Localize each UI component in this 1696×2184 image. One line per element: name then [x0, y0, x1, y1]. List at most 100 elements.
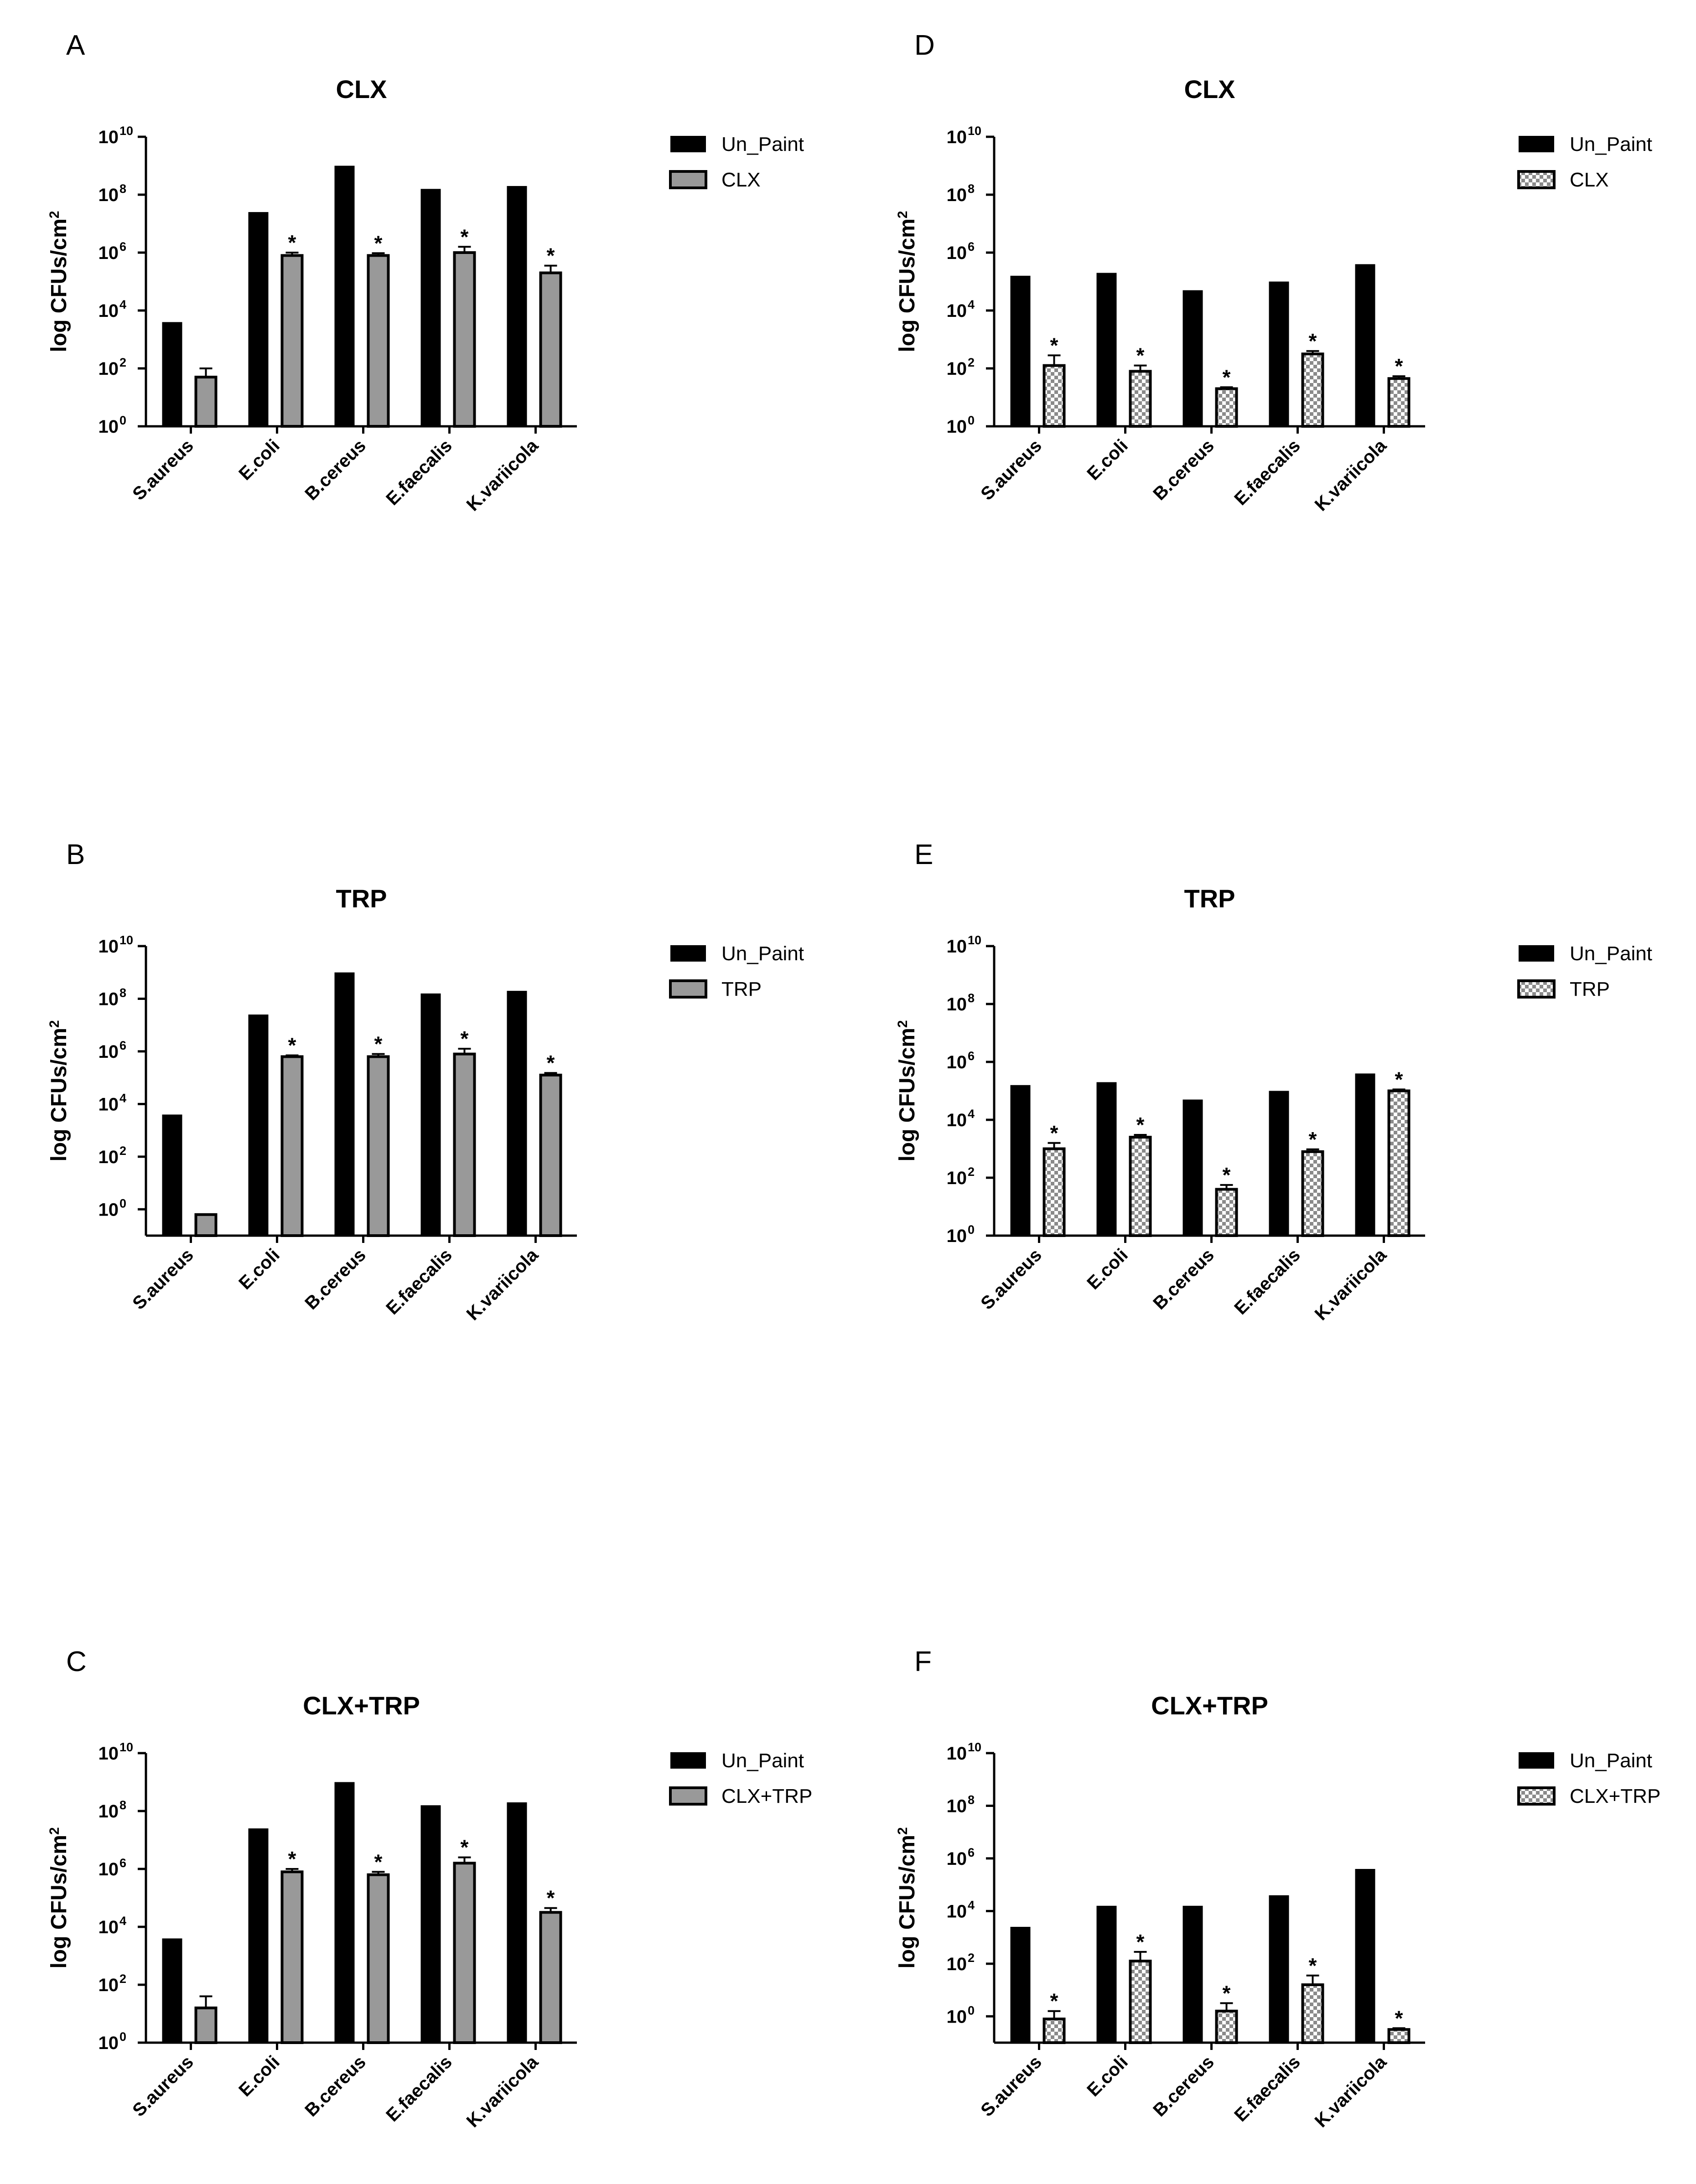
chart-title: CLX: [1184, 75, 1235, 104]
y-tick-exponent: 8: [968, 182, 975, 196]
bar-clx-trp-k-variicola: [539, 1911, 562, 2044]
bar-un-paint-e-faecalis: [420, 993, 441, 1236]
y-tick-label: 10: [99, 937, 119, 957]
category-label-e-coli: E.coli: [1083, 435, 1132, 484]
y-tick-exponent: 4: [119, 298, 126, 311]
legend-swatch-un-paint: [1519, 136, 1554, 152]
bar-trp-k-variicola: [1387, 1089, 1411, 1237]
bar-un-paint-s-aureus: [1010, 275, 1031, 426]
significance-marker: *: [288, 1847, 296, 1871]
significance-marker: *: [1050, 1989, 1058, 2013]
bar-un-paint-e-coli: [1096, 273, 1117, 426]
category-label-b-cereus: B.cereus: [301, 2052, 370, 2121]
bar-clx-trp-e-coli: [1129, 1960, 1152, 2044]
y-tick-label: 10: [99, 1200, 119, 1220]
y-tick-label: 10: [947, 417, 967, 437]
legend-swatch-un-paint: [670, 945, 706, 962]
panel-letter: A: [66, 30, 85, 61]
bar-clx-trp-e-coli: [280, 1870, 304, 2044]
chart-title: CLX+TRP: [303, 1691, 420, 1720]
category-label-e-faecalis: E.faecalis: [382, 1245, 456, 1319]
category-label-e-coli: E.coli: [235, 435, 284, 484]
bar-un-paint-e-coli: [1096, 1905, 1117, 2043]
y-tick-label: 10: [947, 127, 967, 147]
y-tick-exponent: 6: [119, 1039, 126, 1052]
significance-marker: *: [547, 1886, 555, 1910]
y-tick-exponent: 4: [968, 1898, 975, 1912]
bar-clx-e-coli: [280, 254, 304, 428]
y-tick-label: 10: [99, 1917, 119, 1937]
bar-trp-e-coli: [1129, 1136, 1152, 1237]
category-label-s-aureus: S.aureus: [977, 1245, 1046, 1314]
significance-marker: *: [1136, 344, 1145, 367]
significance-marker: *: [1309, 1128, 1317, 1151]
y-tick-label: 10: [99, 1094, 119, 1114]
legend-label-trp: TRP: [1570, 978, 1610, 1000]
significance-marker: *: [1223, 365, 1231, 389]
bar-un-paint-b-cereus: [1183, 1905, 1203, 2043]
category-label-e-coli: E.coli: [235, 1245, 284, 1294]
bar-clx-trp-b-cereus: [367, 1873, 390, 2044]
y-tick-label: 10: [99, 2033, 119, 2053]
legend-swatch-un-paint: [1519, 945, 1554, 962]
category-label-e-coli: E.coli: [1083, 1245, 1132, 1294]
bar-un-paint-k-variicola: [1355, 1869, 1375, 2043]
y-tick-label: 10: [947, 1168, 967, 1188]
y-tick-exponent: 4: [119, 1091, 126, 1105]
y-tick-label: 10: [947, 1110, 967, 1130]
legend-label-un-paint: Un_Paint: [1570, 942, 1652, 965]
bar-un-paint-e-faecalis: [420, 189, 441, 426]
y-tick-exponent: 2: [968, 1165, 975, 1179]
y-axis-label: log CFUs/cm2: [895, 1020, 920, 1161]
category-label-s-aureus: S.aureus: [129, 435, 197, 504]
y-axis-label: log CFUs/cm2: [895, 1827, 920, 1968]
panel-letter: B: [66, 839, 85, 870]
y-tick-exponent: 6: [968, 240, 975, 254]
category-label-e-faecalis: E.faecalis: [382, 435, 456, 509]
category-label-e-coli: E.coli: [1083, 2052, 1132, 2101]
legend-swatch-un-paint: [670, 1752, 706, 1769]
category-label-b-cereus: B.cereus: [1149, 2052, 1218, 2121]
y-tick-exponent: 10: [119, 124, 133, 138]
legend-label-un-paint: Un_Paint: [1570, 133, 1652, 155]
y-tick-label: 10: [947, 1226, 967, 1246]
bar-clx-b-cereus: [1215, 387, 1238, 428]
significance-marker: *: [1395, 354, 1403, 378]
bar-un-paint-e-coli: [248, 1014, 269, 1236]
bar-un-paint-e-faecalis: [420, 1805, 441, 2043]
y-tick-exponent: 6: [119, 240, 126, 254]
significance-marker: *: [374, 1032, 383, 1056]
y-tick-label: 10: [947, 1901, 967, 1921]
category-label-e-faecalis: E.faecalis: [1230, 2052, 1304, 2126]
bar-un-paint-b-cereus: [334, 972, 355, 1236]
bar-un-paint-k-variicola: [507, 991, 527, 1236]
y-tick-exponent: 0: [968, 414, 975, 427]
bar-clx-trp-e-faecalis: [453, 1862, 476, 2044]
bar-clx-k-variicola: [1387, 377, 1411, 428]
bar-un-paint-e-coli: [248, 1828, 269, 2043]
y-tick-exponent: 2: [119, 1144, 126, 1158]
chart-title: TRP: [1184, 884, 1235, 913]
y-axis-label: log CFUs/cm2: [47, 1827, 72, 1968]
legend-swatch-un-paint: [670, 136, 706, 152]
significance-marker: *: [461, 1836, 469, 1859]
bar-un-paint-e-faecalis: [1269, 1895, 1289, 2043]
bar-un-paint-e-coli: [1096, 1082, 1117, 1236]
bar-clx-trp-k-variicola: [1387, 2028, 1411, 2044]
significance-marker: *: [547, 244, 555, 268]
category-label-k-variicola: K.variicola: [463, 435, 543, 515]
y-tick-exponent: 10: [119, 1740, 133, 1754]
y-tick-exponent: 2: [968, 356, 975, 369]
legend-swatch-clx-trp: [669, 1786, 707, 1806]
y-tick-label: 10: [99, 417, 119, 437]
y-axis-label: log CFUs/cm2: [47, 1020, 72, 1161]
bar-un-paint-b-cereus: [334, 1782, 355, 2043]
significance-marker: *: [1395, 1067, 1403, 1091]
category-label-s-aureus: S.aureus: [129, 1245, 197, 1314]
category-label-e-coli: E.coli: [235, 2052, 284, 2101]
category-label-b-cereus: B.cereus: [1149, 435, 1218, 504]
